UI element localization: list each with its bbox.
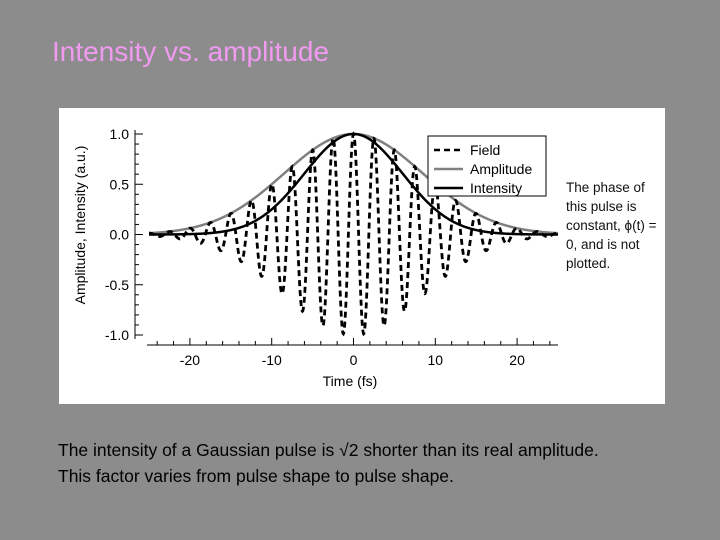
chart-axes: 1.0 0.5 0.0 -0.5 -1.0 -20 -10 0 10 20	[105, 126, 558, 368]
legend-label-field: Field	[470, 142, 500, 158]
caption: The intensity of a Gaussian pulse is √2 …	[58, 437, 708, 489]
chart: 1.0 0.5 0.0 -0.5 -1.0 -20 -10 0 10 20 Field Amplit…	[72, 126, 559, 389]
y-tick-label: 0.5	[110, 176, 130, 192]
caption-line-2: This factor varies from pulse shape to p…	[58, 466, 454, 486]
x-tick-label: -10	[262, 352, 282, 368]
x-tick-label: 20	[509, 352, 525, 368]
x-tick-label: -20	[180, 352, 200, 368]
legend-label-amplitude: Amplitude	[470, 161, 532, 177]
intensity-curve	[149, 132, 558, 236]
y-tick-label: 0.0	[110, 227, 130, 243]
x-tick-label: 10	[428, 352, 444, 368]
y-tick-label: -0.5	[105, 277, 129, 293]
chart-curves	[148, 131, 559, 337]
y-tick-label: -1.0	[105, 327, 129, 343]
chart-legend: Field Amplitude Intensity	[427, 135, 547, 197]
side-note: The phase of this pulse is constant, ϕ(t…	[566, 180, 657, 271]
y-tick-label: 1.0	[110, 126, 130, 142]
legend-box	[427, 135, 547, 197]
y-axis-label: Amplitude, Intensity (a.u.)	[72, 146, 88, 305]
legend-label-intensity: Intensity	[470, 180, 522, 196]
x-axis-label: Time (fs)	[323, 373, 378, 389]
caption-line-1: The intensity of a Gaussian pulse is √2 …	[58, 440, 599, 460]
plot-panel: 1.0 0.5 0.0 -0.5 -1.0 -20 -10 0 10 20 Field Amplit…	[59, 108, 665, 404]
slide-title: Intensity vs. amplitude	[52, 36, 330, 67]
x-tick-label: 0	[350, 352, 358, 368]
